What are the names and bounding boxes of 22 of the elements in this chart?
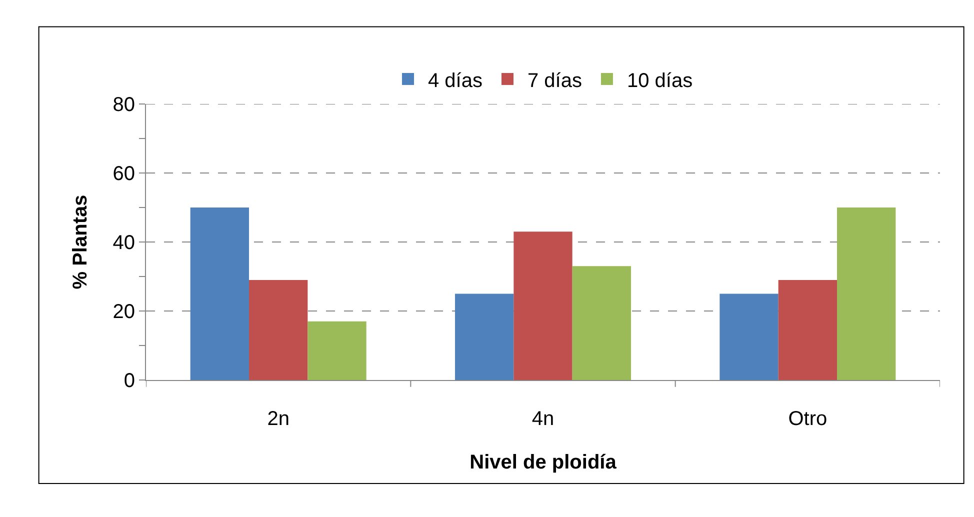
- x-tick-label: 2n: [267, 408, 290, 430]
- bar: [514, 232, 572, 380]
- legend-label: 4 días: [428, 70, 482, 92]
- bar: [720, 294, 778, 380]
- legend-label: 7 días: [527, 70, 582, 92]
- bar: [837, 208, 896, 380]
- y-tick-label: 40: [112, 232, 135, 254]
- bar: [308, 321, 366, 380]
- y-axis-title: % Plantas: [69, 194, 92, 290]
- x-tick-label: 4n: [532, 408, 554, 430]
- legend-label: 10 días: [626, 70, 693, 92]
- y-tick-label: 20: [112, 301, 135, 323]
- bar: [455, 294, 514, 380]
- x-axis-title: Nivel de ploidía: [470, 452, 618, 474]
- bar: [190, 208, 249, 380]
- y-tick-label: 60: [112, 163, 135, 185]
- bar: [572, 266, 631, 380]
- bar: [778, 280, 837, 380]
- y-tick-label: 80: [112, 94, 135, 116]
- y-tick-label: 0: [124, 370, 135, 392]
- bar: [249, 280, 308, 380]
- x-tick-label: Otro: [788, 408, 828, 430]
